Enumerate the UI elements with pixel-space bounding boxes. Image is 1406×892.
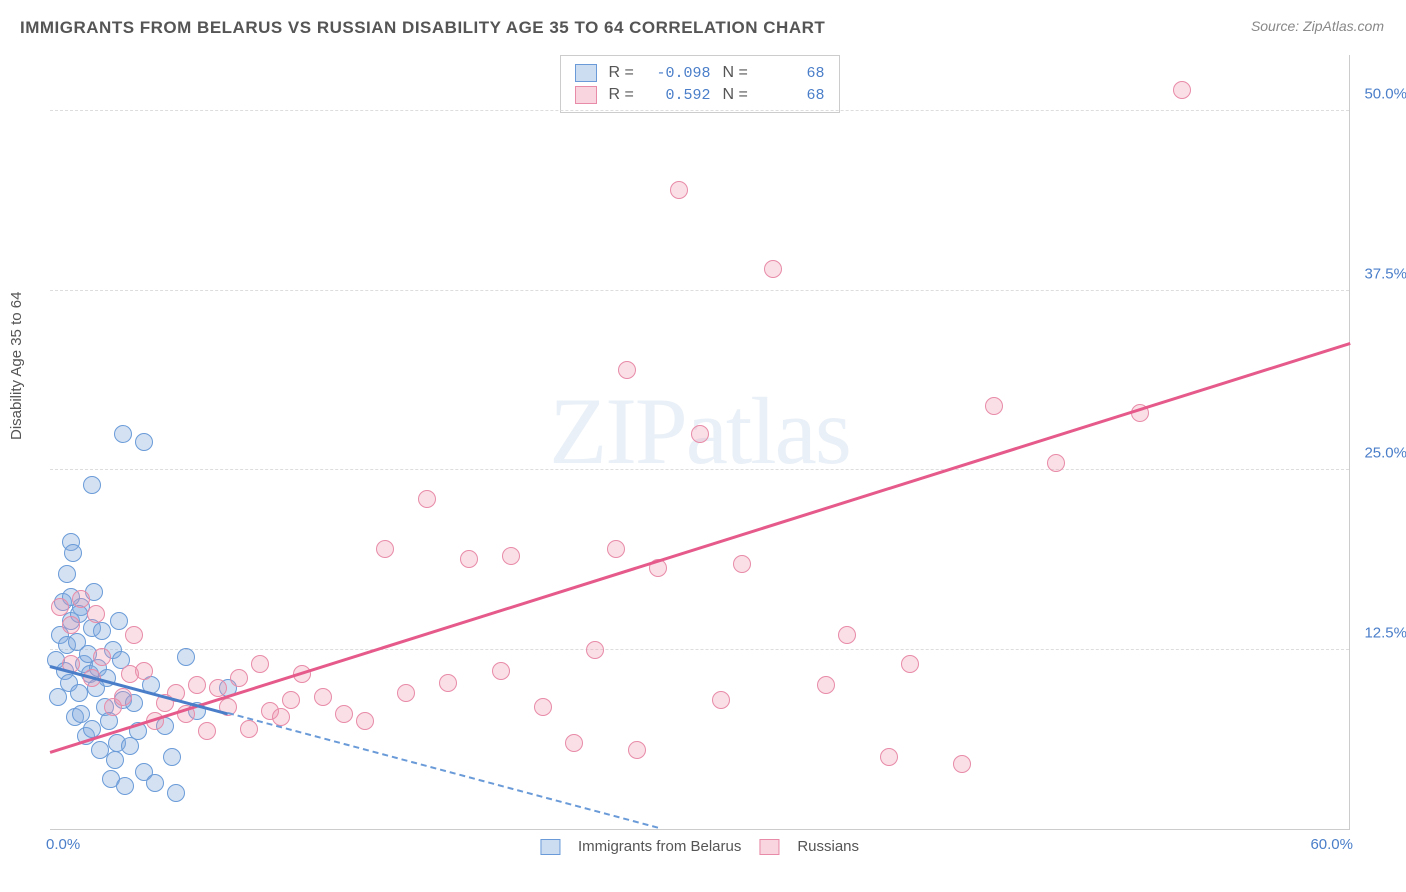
- point-russians: [230, 669, 248, 687]
- point-belarus: [167, 784, 185, 802]
- y-tick-label: 50.0%: [1364, 86, 1406, 103]
- point-russians: [51, 598, 69, 616]
- point-belarus: [110, 612, 128, 630]
- point-russians: [93, 648, 111, 666]
- point-russians: [282, 691, 300, 709]
- point-russians: [114, 688, 132, 706]
- point-belarus: [114, 425, 132, 443]
- point-russians: [712, 691, 730, 709]
- swatch-pink-icon: [575, 86, 597, 104]
- point-russians: [198, 722, 216, 740]
- point-belarus: [93, 622, 111, 640]
- y-tick-label: 37.5%: [1364, 265, 1406, 282]
- point-russians: [356, 712, 374, 730]
- n-label: N =: [723, 64, 753, 82]
- point-belarus: [135, 433, 153, 451]
- chart-title: IMMIGRANTS FROM BELARUS VS RUSSIAN DISAB…: [20, 18, 825, 38]
- point-belarus: [163, 748, 181, 766]
- legend-label-russians: Russians: [797, 838, 859, 855]
- point-belarus: [64, 544, 82, 562]
- point-russians: [534, 698, 552, 716]
- point-russians: [125, 626, 143, 644]
- grid-line: [50, 290, 1349, 291]
- r-value: 0.592: [651, 87, 711, 104]
- point-belarus: [116, 777, 134, 795]
- grid-line: [50, 469, 1349, 470]
- legend-row-russians: R = 0.592 N = 68: [575, 84, 825, 106]
- point-russians: [397, 684, 415, 702]
- point-belarus: [177, 648, 195, 666]
- correlation-legend: R = -0.098 N = 68 R = 0.592 N = 68: [560, 55, 840, 113]
- point-russians: [376, 540, 394, 558]
- point-russians: [121, 665, 139, 683]
- point-russians: [733, 555, 751, 573]
- point-russians: [314, 688, 332, 706]
- swatch-blue-icon: [575, 64, 597, 82]
- n-value: 68: [765, 87, 825, 104]
- point-belarus: [106, 751, 124, 769]
- grid-line: [50, 649, 1349, 650]
- point-russians: [838, 626, 856, 644]
- point-russians: [87, 605, 105, 623]
- r-value: -0.098: [651, 65, 711, 82]
- n-value: 68: [765, 65, 825, 82]
- point-russians: [901, 655, 919, 673]
- swatch-pink-icon: [759, 839, 779, 855]
- point-russians: [335, 705, 353, 723]
- point-belarus: [83, 476, 101, 494]
- point-russians: [240, 720, 258, 738]
- scatter-plot-area: ZIPatlas R = -0.098 N = 68 R = 0.592 N =…: [50, 55, 1350, 830]
- point-russians: [628, 741, 646, 759]
- swatch-blue-icon: [540, 839, 560, 855]
- x-tick-label: 0.0%: [46, 836, 80, 853]
- point-russians: [418, 490, 436, 508]
- y-axis-label: Disability Age 35 to 64: [8, 292, 25, 440]
- r-label: R =: [609, 86, 639, 104]
- point-russians: [953, 755, 971, 773]
- point-russians: [72, 590, 90, 608]
- point-russians: [985, 397, 1003, 415]
- point-belarus: [146, 774, 164, 792]
- legend-label-belarus: Immigrants from Belarus: [578, 838, 741, 855]
- point-russians: [618, 361, 636, 379]
- point-russians: [460, 550, 478, 568]
- point-russians: [1173, 81, 1191, 99]
- source-attribution: Source: ZipAtlas.com: [1251, 18, 1384, 34]
- regression-line: [50, 342, 1351, 753]
- point-russians: [817, 676, 835, 694]
- point-belarus: [58, 565, 76, 583]
- point-russians: [439, 674, 457, 692]
- point-russians: [502, 547, 520, 565]
- point-russians: [62, 616, 80, 634]
- point-belarus: [70, 684, 88, 702]
- r-label: R =: [609, 64, 639, 82]
- point-russians: [565, 734, 583, 752]
- y-tick-label: 25.0%: [1364, 445, 1406, 462]
- point-russians: [880, 748, 898, 766]
- point-russians: [691, 425, 709, 443]
- point-russians: [764, 260, 782, 278]
- x-tick-label: 60.0%: [1310, 836, 1353, 853]
- y-tick-label: 12.5%: [1364, 624, 1406, 641]
- series-legend: Immigrants from Belarus Russians: [540, 838, 859, 855]
- point-russians: [670, 181, 688, 199]
- regression-line: [228, 713, 658, 830]
- point-russians: [188, 676, 206, 694]
- point-russians: [209, 679, 227, 697]
- point-russians: [586, 641, 604, 659]
- point-russians: [1047, 454, 1065, 472]
- legend-row-belarus: R = -0.098 N = 68: [575, 62, 825, 84]
- n-label: N =: [723, 86, 753, 104]
- grid-line: [50, 110, 1349, 111]
- point-russians: [607, 540, 625, 558]
- point-russians: [492, 662, 510, 680]
- point-russians: [251, 655, 269, 673]
